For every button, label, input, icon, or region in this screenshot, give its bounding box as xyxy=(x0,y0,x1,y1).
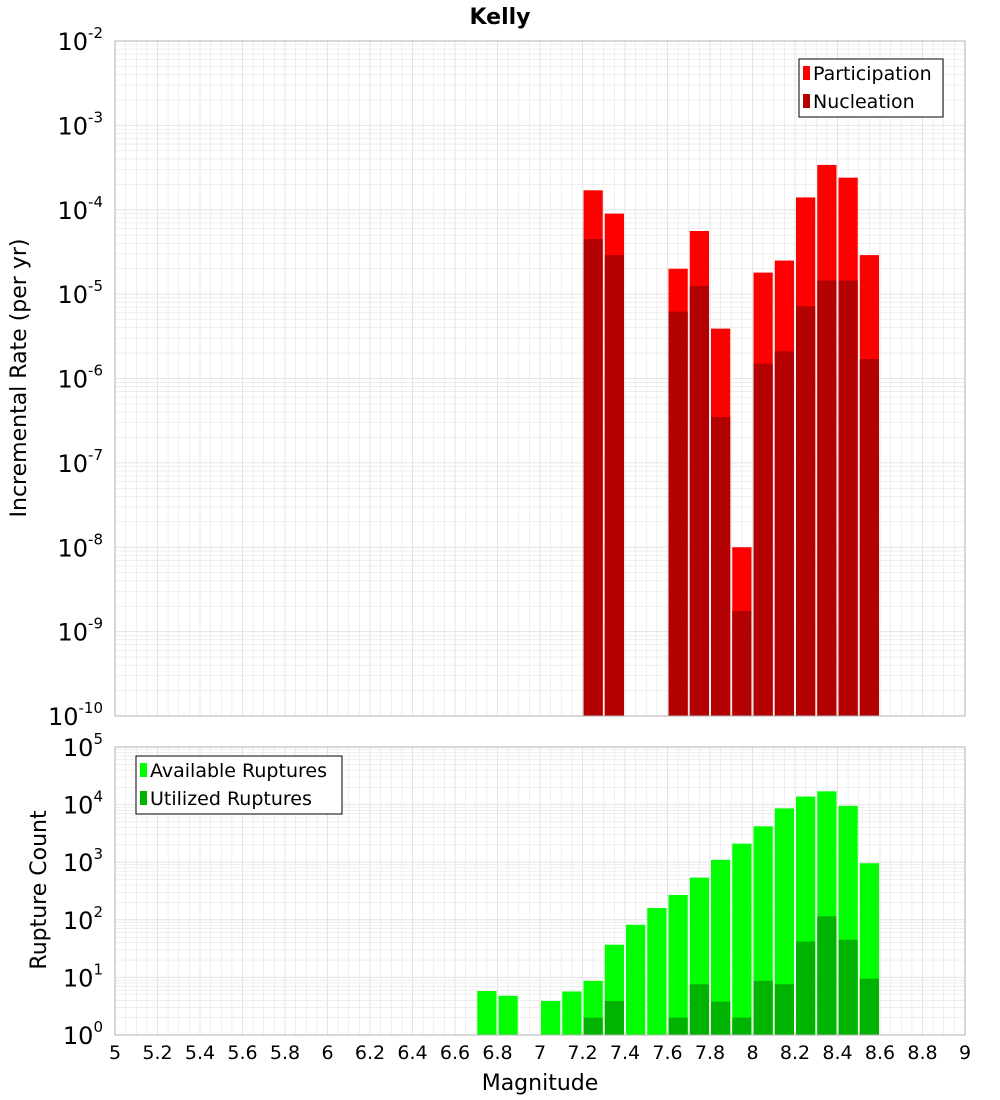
bar-series2 xyxy=(817,916,837,1035)
bar-series2 xyxy=(668,1017,688,1035)
bar-series1 xyxy=(626,924,646,1035)
legend-swatch xyxy=(803,94,810,108)
x-tick-label: 8.6 xyxy=(865,1042,895,1064)
bar-series2 xyxy=(711,416,731,716)
legend-label: Utilized Ruptures xyxy=(150,788,312,810)
bar-series2 xyxy=(753,363,773,716)
x-tick-label: 7.6 xyxy=(652,1042,682,1064)
plot-panel-0: 10-10 10-9 10-8 10-7 10-6 10-5 10-4 10-3 10-2 Par… xyxy=(48,24,966,731)
legend-swatch xyxy=(140,791,147,805)
x-tick-label: 8.8 xyxy=(907,1042,937,1064)
y-tick-label: 105 xyxy=(63,730,103,762)
legend-swatch xyxy=(140,763,147,777)
x-tick-label: 6 xyxy=(321,1042,333,1064)
bar-series2 xyxy=(859,978,879,1035)
x-tick-label: 7.2 xyxy=(567,1042,597,1064)
bar-series1 xyxy=(498,995,518,1035)
y-axis-label-rate: Incremental Rate (per yr) xyxy=(7,239,32,518)
bar-series2 xyxy=(689,285,709,716)
legend-box xyxy=(135,755,343,815)
x-tick-label: 7.8 xyxy=(695,1042,725,1064)
bar-series1 xyxy=(774,808,794,1035)
x-tick-label: 5.8 xyxy=(270,1042,300,1064)
bar-series2 xyxy=(583,1017,603,1035)
bar-series2 xyxy=(753,980,773,1035)
bar-series1 xyxy=(477,991,497,1035)
x-tick-label: 7 xyxy=(534,1042,546,1064)
bar-series1 xyxy=(647,908,667,1035)
x-tick-label: 8 xyxy=(746,1042,758,1064)
legend-box xyxy=(798,58,944,118)
legend-label: Nucleation xyxy=(813,91,915,113)
x-tick-label: 9 xyxy=(959,1042,971,1064)
bar-series1 xyxy=(541,1000,561,1035)
bar-series2 xyxy=(817,280,837,716)
bar-series2 xyxy=(583,239,603,716)
y-tick-label: 103 xyxy=(63,845,103,877)
bar-series2 xyxy=(711,1001,731,1035)
legend-label: Available Ruptures xyxy=(150,760,327,782)
x-tick-label: 6.2 xyxy=(355,1042,385,1064)
x-tick-label: 5 xyxy=(109,1042,121,1064)
y-tick-label: 10-5 xyxy=(57,277,103,309)
y-tick-label: 10-7 xyxy=(57,446,103,478)
bar-series2 xyxy=(604,255,624,716)
bar-series2 xyxy=(838,939,858,1035)
bar-series1 xyxy=(711,859,731,1035)
legend-swatch xyxy=(803,66,810,80)
bar-series2 xyxy=(796,306,816,716)
bar-series1 xyxy=(562,991,582,1035)
x-tick-label: 6.6 xyxy=(440,1042,470,1064)
chart-title: Kelly xyxy=(469,5,530,30)
x-tick-label: 6.4 xyxy=(397,1042,427,1064)
bar-series1 xyxy=(732,843,752,1035)
x-tick-label: 6.8 xyxy=(482,1042,512,1064)
bar-series2 xyxy=(732,611,752,716)
y-tick-label: 10-2 xyxy=(57,24,103,56)
y-tick-label: 10-10 xyxy=(48,699,103,731)
x-tick-label: 5.4 xyxy=(185,1042,215,1064)
bar-series1 xyxy=(668,894,688,1035)
bar-series2 xyxy=(689,984,709,1035)
x-tick-label: 5.2 xyxy=(142,1042,172,1064)
legend-label: Participation xyxy=(813,63,932,85)
bar-series2 xyxy=(604,1000,624,1035)
bar-series2 xyxy=(774,984,794,1035)
bar-series2 xyxy=(732,1017,752,1035)
plot-panel-1: 100 101 102 103 104 105 5 5.2 5.4 5.6 5.8 6 6.2 6.4 6.… xyxy=(63,730,971,1064)
x-tick-label: 5.6 xyxy=(227,1042,257,1064)
bar-series2 xyxy=(859,359,879,716)
y-tick-label: 100 xyxy=(63,1018,103,1050)
bar-series2 xyxy=(668,311,688,716)
y-tick-label: 10-6 xyxy=(57,362,103,394)
bar-series2 xyxy=(774,351,794,716)
y-tick-label: 102 xyxy=(63,903,103,935)
x-axis-label: Magnitude xyxy=(482,1071,599,1096)
bar-series2 xyxy=(796,941,816,1035)
y-tick-label: 10-9 xyxy=(57,615,103,647)
y-tick-label: 101 xyxy=(63,960,103,992)
y-tick-label: 104 xyxy=(63,788,103,820)
x-tick-label: 8.2 xyxy=(780,1042,810,1064)
plot-frame xyxy=(114,746,966,1036)
x-tick-label: 7.4 xyxy=(610,1042,640,1064)
y-tick-label: 10-8 xyxy=(57,530,103,562)
plot-frame xyxy=(114,40,966,717)
y-tick-label: 10-3 xyxy=(57,108,103,140)
y-axis-label-count: Rupture Count xyxy=(27,810,52,970)
x-tick-label: 8.4 xyxy=(822,1042,852,1064)
y-tick-label: 10-4 xyxy=(57,193,103,225)
bar-series2 xyxy=(838,280,858,716)
